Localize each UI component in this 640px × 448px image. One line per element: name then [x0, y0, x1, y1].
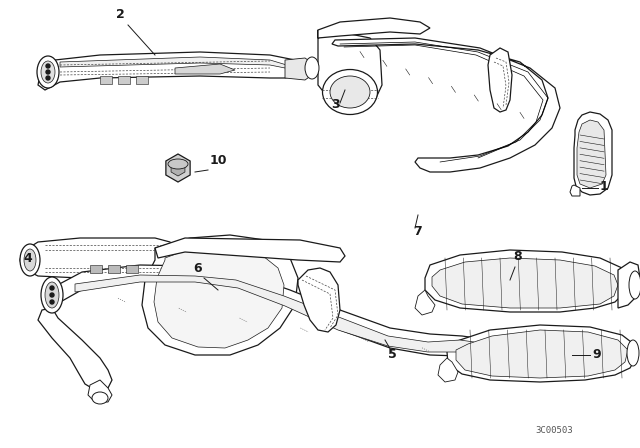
Text: 10: 10: [210, 154, 227, 167]
Polygon shape: [60, 57, 290, 68]
Polygon shape: [447, 325, 636, 382]
Polygon shape: [38, 52, 305, 90]
Polygon shape: [142, 235, 298, 355]
Polygon shape: [171, 160, 185, 176]
Ellipse shape: [627, 340, 639, 366]
Ellipse shape: [168, 159, 188, 169]
Polygon shape: [438, 358, 458, 382]
Bar: [90, 265, 102, 273]
Text: 3C00503: 3C00503: [535, 426, 573, 435]
Polygon shape: [570, 185, 580, 196]
Polygon shape: [577, 120, 606, 188]
Polygon shape: [332, 38, 560, 172]
Ellipse shape: [41, 61, 55, 83]
Polygon shape: [75, 275, 474, 352]
Polygon shape: [318, 18, 430, 38]
Polygon shape: [20, 238, 175, 278]
Text: 6: 6: [194, 262, 202, 275]
Circle shape: [50, 300, 54, 304]
Text: 2: 2: [116, 8, 124, 21]
Polygon shape: [488, 48, 512, 112]
Text: 5: 5: [388, 348, 396, 361]
Bar: [108, 265, 120, 273]
Bar: [126, 265, 138, 273]
Ellipse shape: [305, 57, 319, 79]
Polygon shape: [432, 258, 618, 308]
Text: 4: 4: [24, 252, 33, 265]
Ellipse shape: [45, 282, 59, 308]
Ellipse shape: [323, 69, 378, 115]
Polygon shape: [285, 58, 315, 80]
Ellipse shape: [24, 249, 36, 271]
Ellipse shape: [37, 56, 59, 88]
Polygon shape: [298, 268, 340, 332]
Polygon shape: [48, 265, 480, 356]
Text: 1: 1: [600, 180, 609, 193]
Text: 8: 8: [514, 250, 522, 263]
Ellipse shape: [20, 244, 40, 276]
Polygon shape: [574, 112, 612, 195]
Circle shape: [46, 64, 50, 68]
Polygon shape: [415, 290, 435, 315]
Text: 3: 3: [331, 98, 339, 111]
Bar: [100, 76, 112, 84]
Bar: [118, 76, 130, 84]
Polygon shape: [618, 262, 640, 308]
Ellipse shape: [92, 392, 108, 404]
Polygon shape: [166, 154, 190, 182]
Circle shape: [50, 293, 54, 297]
Polygon shape: [318, 30, 382, 108]
Polygon shape: [88, 380, 112, 402]
Polygon shape: [38, 308, 112, 390]
Ellipse shape: [41, 277, 63, 313]
Ellipse shape: [330, 76, 370, 108]
Text: 7: 7: [413, 225, 422, 238]
Polygon shape: [175, 64, 235, 74]
Bar: [136, 76, 148, 84]
Polygon shape: [154, 246, 284, 348]
Circle shape: [46, 70, 50, 74]
Polygon shape: [155, 238, 345, 262]
Ellipse shape: [629, 271, 640, 299]
Polygon shape: [456, 330, 628, 378]
Text: 9: 9: [592, 348, 600, 361]
Polygon shape: [425, 250, 628, 312]
Circle shape: [50, 286, 54, 290]
Circle shape: [46, 76, 50, 80]
